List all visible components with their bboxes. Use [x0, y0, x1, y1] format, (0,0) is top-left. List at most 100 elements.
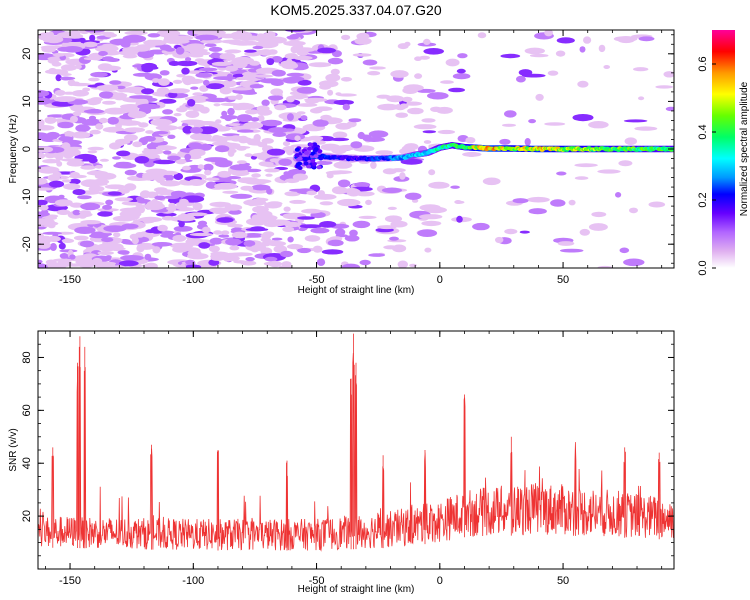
noise-blob [58, 136, 74, 142]
noise-blob [358, 215, 377, 219]
ridge-cluster [313, 154, 319, 159]
noise-blob [386, 95, 405, 103]
noise-blob [89, 233, 109, 239]
noise-blob [177, 213, 194, 219]
noise-blob [271, 56, 283, 63]
noise-blob [221, 230, 230, 235]
noise-blob [344, 235, 360, 242]
noise-blob [264, 201, 282, 209]
noise-blob [419, 55, 430, 60]
x-tick-label: -150 [59, 575, 81, 587]
noise-blob [319, 84, 332, 90]
noise-blob [264, 168, 280, 173]
noise-blob [308, 62, 332, 68]
noise-blob [232, 35, 245, 40]
noise-blob [315, 160, 333, 165]
noise-blob [495, 236, 504, 244]
noise-blob [300, 115, 308, 121]
y-tick-label: -20 [21, 236, 33, 252]
noise-blob [136, 199, 151, 204]
noise-blob [142, 135, 156, 142]
noise-blob [265, 173, 273, 177]
noise-blob [205, 181, 217, 189]
noise-blob [124, 30, 148, 36]
noise-blob [159, 98, 177, 104]
noise-blob [57, 121, 74, 129]
noise-blob [352, 53, 372, 57]
noise-blob [245, 227, 269, 232]
noise-blob [79, 240, 95, 248]
noise-blob [260, 232, 272, 239]
noise-blob [109, 80, 122, 85]
noise-blob [588, 121, 609, 129]
noise-blob [74, 226, 96, 234]
noise-blob [137, 206, 145, 214]
noise-blob [419, 214, 443, 220]
noise-blob [107, 191, 122, 196]
noise-blob [389, 236, 399, 241]
noise-blob [38, 119, 45, 127]
noise-blob [499, 138, 511, 145]
noise-blob [286, 96, 295, 103]
noise-blob [66, 160, 85, 167]
noise-blob [80, 179, 101, 188]
noise-blob [547, 70, 559, 76]
noise-blob [269, 260, 282, 268]
ridge-cluster [297, 166, 303, 170]
colorbar: 0.0 0.2 0.4 0.6 Normalized spectral amplitu… [697, 30, 750, 276]
noise-blob [633, 67, 649, 72]
snr-x-ticks: -150 -100 -50 0 50 [44, 331, 663, 587]
noise-blob [284, 178, 300, 184]
noise-blob [597, 169, 621, 174]
noise-blob [69, 202, 84, 208]
noise-blob [90, 71, 108, 78]
noise-blob [44, 35, 64, 44]
noise-blob [423, 38, 431, 46]
noise-blob [332, 131, 348, 139]
noise-blob [340, 77, 353, 82]
noise-blob [187, 99, 196, 107]
noise-blob [116, 85, 126, 90]
noise-blob [208, 46, 223, 52]
colorbar-tick-label: 0.2 [697, 192, 709, 207]
noise-blob [623, 258, 645, 267]
noise-blob [182, 165, 191, 171]
noise-blob [99, 158, 109, 162]
noise-blob [99, 91, 114, 99]
noise-blob [225, 238, 242, 246]
noise-blob [181, 67, 190, 75]
y-tick-label: -10 [21, 189, 33, 205]
x-tick-label: -150 [59, 274, 81, 286]
noise-blob [383, 245, 399, 250]
noise-blob [60, 76, 76, 80]
noise-blob [225, 65, 238, 72]
noise-blob [155, 176, 165, 184]
noise-blob [348, 118, 362, 123]
noise-blob [210, 251, 231, 259]
ridge-cluster [306, 164, 311, 169]
noise-blob [124, 169, 137, 176]
noise-blob [435, 106, 453, 114]
noise-blob [271, 237, 283, 241]
noise-blob [230, 87, 253, 91]
noise-blob [368, 130, 389, 138]
noise-blob [521, 73, 546, 78]
ridge-cluster [303, 150, 309, 155]
noise-blob [247, 179, 272, 184]
noise-blob [556, 37, 575, 44]
noise-blob [457, 53, 468, 59]
noise-blob [365, 199, 372, 206]
noise-blob [138, 122, 149, 128]
noise-blob [252, 153, 266, 157]
noise-blob [66, 33, 84, 39]
ridge-cluster [313, 147, 319, 152]
noise-blob [102, 204, 113, 210]
noise-blob [49, 68, 57, 72]
noise-blob [574, 176, 589, 180]
noise-blob [270, 88, 284, 96]
noise-blob [201, 226, 211, 234]
noise-blob [93, 262, 116, 268]
noise-blob [114, 197, 134, 202]
noise-blob [134, 156, 150, 164]
noise-blob [427, 92, 449, 100]
